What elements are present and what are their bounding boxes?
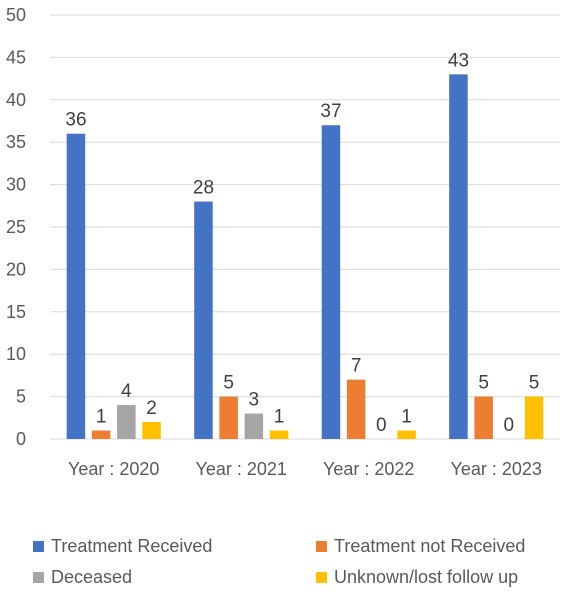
bar [269, 430, 289, 439]
legend-item-treatment-received: Treatment Received [33, 536, 212, 557]
y-tick-label: 40 [6, 90, 26, 110]
bar [321, 125, 341, 440]
data-label: 43 [448, 50, 469, 71]
data-label: 1 [274, 407, 285, 428]
data-label: 5 [478, 373, 489, 394]
data-label: 3 [249, 390, 260, 411]
bar [474, 396, 493, 439]
bar [244, 413, 264, 439]
bar [219, 396, 238, 439]
legend-swatch [33, 541, 44, 552]
legend-label: Deceased [51, 567, 133, 587]
x-tick-label: Year : 2023 [451, 459, 542, 479]
data-label: 28 [193, 178, 214, 199]
bar [142, 422, 161, 439]
y-tick-label: 50 [6, 5, 26, 25]
legend-item-unknown-lost-follow-up: Unknown/lost follow up [316, 567, 518, 588]
x-axis-ticks: Year : 2020 Year : 2021 Year : 2022 Year : … [68, 459, 542, 479]
data-label: 4 [121, 381, 132, 402]
legend-swatch [316, 541, 327, 552]
data-label: 1 [96, 407, 107, 428]
bar [91, 430, 111, 439]
data-label: 7 [351, 356, 362, 377]
y-tick-label: 10 [6, 344, 26, 364]
bar [346, 379, 366, 439]
y-tick-label: 25 [6, 217, 26, 237]
bar [449, 74, 468, 440]
y-axis-ticks: 0 5 10 15 20 25 30 35 40 45 50 [6, 5, 26, 449]
y-tick-label: 5 [16, 387, 26, 407]
y-tick-label: 35 [6, 132, 26, 152]
data-label: 36 [65, 110, 86, 131]
legend-label: Unknown/lost follow up [334, 567, 519, 587]
legend-label: Treatment not Received [334, 536, 526, 556]
y-tick-label: 30 [6, 175, 26, 195]
data-label: 37 [320, 101, 341, 122]
bar [524, 396, 544, 439]
data-label: 0 [376, 415, 387, 436]
y-tick-label: 20 [6, 259, 26, 279]
x-tick-label: Year : 2020 [68, 459, 159, 479]
bar [66, 133, 86, 439]
gridlines [50, 14, 560, 440]
bar [397, 430, 416, 439]
bars [66, 74, 544, 440]
bar [117, 405, 136, 439]
y-tick-label: 45 [6, 47, 26, 67]
x-tick-label: Year : 2022 [323, 459, 414, 479]
data-label: 0 [504, 415, 515, 436]
legend-item-deceased: Deceased [33, 567, 132, 588]
x-tick-label: Year : 2021 [196, 459, 287, 479]
legend-swatch [33, 572, 44, 583]
data-label: 1 [401, 407, 412, 428]
bar [194, 201, 213, 439]
data-label: 2 [146, 398, 157, 419]
legend-label: Treatment Received [51, 536, 213, 556]
y-tick-label: 15 [6, 302, 26, 322]
data-label: 5 [529, 373, 540, 394]
legend-item-treatment-not-received: Treatment not Received [316, 536, 525, 557]
data-label: 5 [223, 373, 234, 394]
y-tick-label: 0 [16, 429, 26, 449]
legend-swatch [316, 572, 327, 583]
